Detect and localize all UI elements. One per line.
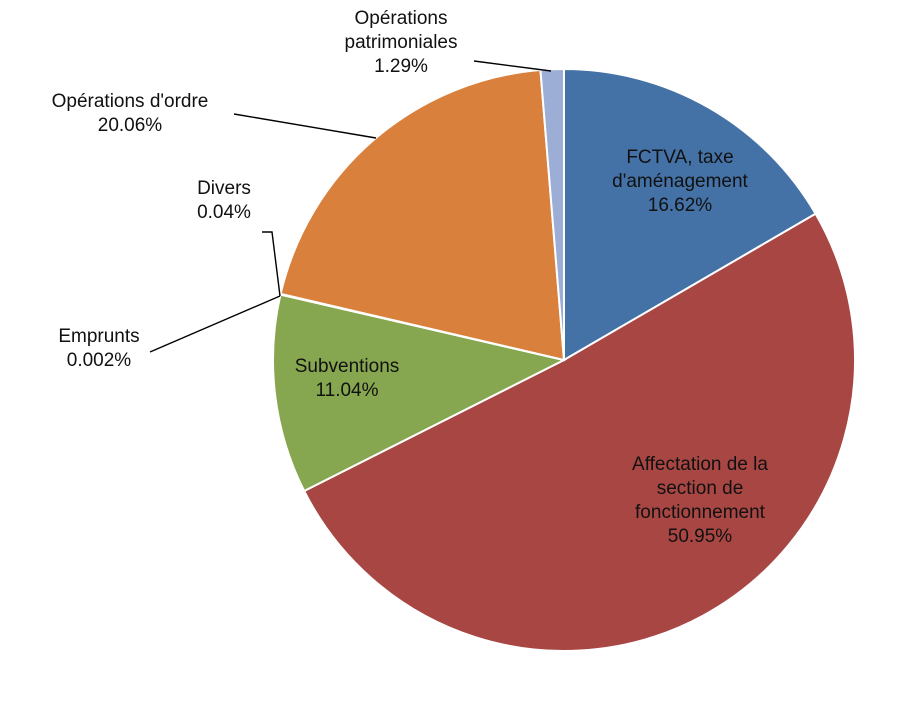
slice-name-label: FCTVA, taxe	[626, 147, 733, 168]
leader-line	[149, 295, 281, 353]
slice-label: Affectation de la section de fonctionnemen…	[632, 454, 768, 547]
leader-line	[262, 231, 281, 297]
slice-label: Opérations d'ordre 20.06%	[52, 91, 209, 136]
slice-value-label: 11.04%	[315, 380, 378, 401]
slice-name-label: d'aménagement	[612, 171, 748, 192]
slice-value-label: 16.62%	[648, 195, 713, 216]
slice-label: Divers 0.04%	[197, 178, 251, 223]
slice-value-label: 1.29%	[374, 56, 428, 77]
slice-name-label: patrimoniales	[345, 32, 458, 53]
slice-name-label: section de	[657, 478, 744, 499]
slice-value-label: 0.04%	[197, 202, 251, 223]
pie-slice	[302, 212, 856, 652]
slice-name-label: Subventions	[295, 356, 400, 377]
slice-name-label: Divers	[197, 178, 251, 199]
slice-value-label: 0.002%	[67, 350, 132, 371]
slice-name-label: Affectation de la	[632, 454, 768, 475]
slice-value-label: 50.95%	[668, 526, 733, 547]
leader-line	[473, 60, 552, 72]
pie-slice	[279, 68, 566, 362]
slice-value-label: 20.06%	[98, 115, 163, 136]
slice-label: Emprunts 0.002%	[58, 326, 139, 371]
slice-name-label: Opérations d'ordre	[52, 91, 209, 112]
slice-name-label: Opérations	[355, 8, 448, 29]
slice-name-label: Emprunts	[58, 326, 139, 347]
pie-slice	[563, 67, 817, 362]
slice-label: Subventions 11.04%	[295, 356, 400, 401]
slice-name-label: fonctionnement	[635, 502, 766, 523]
leader-line	[233, 113, 377, 139]
slice-label: FCTVA, taxe d'aménagement 16.62%	[612, 147, 748, 216]
slice-label: Opérations patrimoniales 1.29%	[345, 8, 458, 77]
